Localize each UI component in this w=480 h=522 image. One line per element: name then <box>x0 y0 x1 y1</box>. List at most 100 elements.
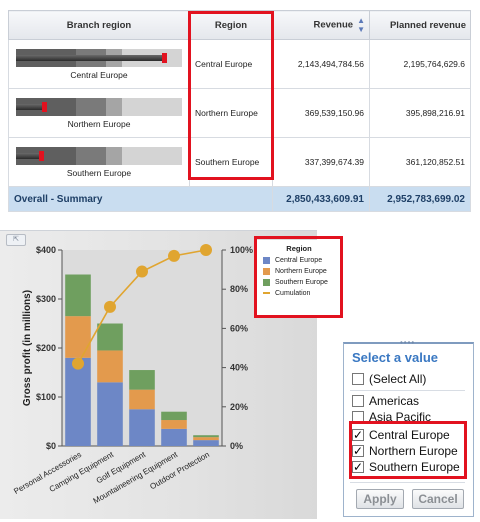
apply-button[interactable]: Apply <box>356 489 404 509</box>
filter-option-label: Asia Pacific <box>369 410 432 424</box>
y2-tick-label: 60% <box>230 323 248 333</box>
y-tick-label: $0 <box>46 441 56 451</box>
bullet-target-marker <box>161 52 167 63</box>
checkbox[interactable] <box>352 395 364 407</box>
filter-option-select-all[interactable]: (Select All) <box>352 371 426 387</box>
legend-item[interactable]: Central Europe <box>263 256 341 264</box>
bullet-label: Central Europe <box>70 69 128 80</box>
cumulation-point <box>200 244 212 256</box>
bar-segment <box>193 440 219 446</box>
bar-segment <box>97 350 123 383</box>
planned-cell: 395,898,216.91 <box>369 88 471 138</box>
bullet-band <box>122 97 182 116</box>
table-row: Northern Europe Northern Europe 369,539,… <box>8 88 471 138</box>
planned-cell: 361,120,852.51 <box>369 137 471 187</box>
filter-option-americas[interactable]: Americas <box>352 393 419 409</box>
legend-item[interactable]: Southern Europe <box>263 278 341 286</box>
bar-segment <box>129 370 155 390</box>
cumulation-point <box>104 300 116 313</box>
legend-item[interactable]: Cumulation <box>263 289 341 297</box>
bar-segment <box>65 316 91 358</box>
summary-planned: 2,952,783,699.02 <box>369 186 471 212</box>
filter-option-asia-pacific[interactable]: Asia Pacific <box>352 409 431 425</box>
legend-item[interactable]: Northern Europe <box>263 267 341 275</box>
legend-swatch <box>263 267 270 275</box>
y2-tick-label: 40% <box>230 363 248 373</box>
summary-label: Overall - Summary <box>8 186 273 212</box>
filter-option-northern-europe[interactable]: ✓ Northern Europe <box>352 443 458 459</box>
revenue-cell: 369,539,150.96 <box>272 88 370 138</box>
checkbox[interactable] <box>352 373 364 385</box>
value-filter-panel: •••• Select a value (Select All) America… <box>343 338 474 517</box>
cumulation-point <box>168 249 180 262</box>
bar-segment <box>161 420 187 429</box>
bar-segment <box>97 323 123 351</box>
y2-tick-label: 100% <box>230 245 253 255</box>
checkbox-checked[interactable]: ✓ <box>352 444 364 458</box>
summary-row: Overall - Summary 2,850,433,609.91 2,952… <box>8 186 471 212</box>
legend-line-swatch <box>263 292 270 294</box>
checkbox-checked[interactable]: ✓ <box>352 460 364 474</box>
bullet-band <box>75 97 106 116</box>
filter-option-label: Americas <box>369 394 420 408</box>
filter-option-southern-europe[interactable]: ✓ Southern Europe <box>352 459 460 475</box>
bar-segment <box>193 435 219 438</box>
checkbox[interactable] <box>352 411 364 423</box>
legend-swatch <box>263 256 270 264</box>
header-planned-revenue[interactable]: Planned revenue <box>369 10 471 40</box>
branch-cell: Northern Europe <box>8 88 190 138</box>
header-branch-region[interactable]: Branch region <box>8 10 190 40</box>
legend-label: Southern Europe <box>275 278 328 286</box>
summary-revenue: 2,850,433,609.91 <box>272 186 370 212</box>
cancel-button[interactable]: Cancel <box>412 489 464 509</box>
gross-profit-chart: $0 $100 $200 $300 $400 0% 20% 40% 60% 80% 100% Gros… <box>12 244 253 506</box>
legend-label: Northern Europe <box>275 267 327 275</box>
revenue-table: Branch region Region Revenue ▲ ▼ Planned r… <box>8 10 471 212</box>
filter-option-central-europe[interactable]: ✓ Central Europe <box>352 427 450 443</box>
filter-title: Select a value <box>352 350 438 365</box>
legend-label: Cumulation <box>275 289 311 297</box>
bullet-band <box>16 146 76 165</box>
bullet-target-marker <box>42 101 48 112</box>
divider <box>350 482 465 483</box>
bullet-band <box>105 146 123 165</box>
bullet-bar <box>16 152 41 159</box>
cumulation-point <box>72 357 84 370</box>
branch-cell: Southern Europe <box>8 137 190 187</box>
header-revenue-label: Revenue <box>313 19 354 31</box>
sort-ascending-icon[interactable]: ▲ ▼ <box>357 16 365 34</box>
region-cell[interactable]: Central Europe <box>189 39 273 89</box>
checkbox-checked[interactable]: ✓ <box>352 428 364 442</box>
y2-tick-label: 80% <box>230 284 248 294</box>
legend-swatch <box>263 278 270 286</box>
planned-cell: 2,195,764,629.6 <box>369 39 471 89</box>
bullet-bar <box>16 103 45 110</box>
header-region[interactable]: Region <box>189 10 273 40</box>
y2-tick-label: 0% <box>230 441 243 451</box>
header-revenue[interactable]: Revenue ▲ ▼ <box>272 10 370 40</box>
bar-segment <box>161 411 187 421</box>
legend-label: Central Europe <box>275 256 323 264</box>
region-cell[interactable]: Northern Europe <box>189 88 273 138</box>
y-tick-label: $100 <box>36 392 56 402</box>
y2-tick-label: 20% <box>230 402 248 412</box>
bullet-label: Southern Europe <box>66 167 132 178</box>
filter-option-label: Central Europe <box>369 428 450 442</box>
bullet-chart <box>16 146 182 165</box>
revenue-table-panel: ⇱ Branch region Region Revenue▲▼ Planned… <box>0 0 480 222</box>
panel-menu-icon[interactable]: ⇱ <box>6 234 26 246</box>
legend-title: Region <box>286 244 312 253</box>
x-tick-label: Outdoor Protection <box>148 450 211 491</box>
chart-legend: Region Central Europe Northern Europe So… <box>257 240 341 316</box>
y-axis-label: Gross profit (in millions) <box>22 290 33 406</box>
y-tick-label: $200 <box>36 343 56 353</box>
region-cell[interactable]: Southern Europe <box>189 137 273 187</box>
table-row: Central Europe Central Europe 2,143,494,… <box>8 39 471 89</box>
y-tick-label: $400 <box>36 245 56 255</box>
bullet-band <box>105 97 123 116</box>
y-tick-label: $300 <box>36 294 56 304</box>
branch-cell: Central Europe <box>8 39 190 89</box>
resize-grip-icon[interactable]: •••• <box>400 338 416 347</box>
bullet-chart <box>16 48 182 67</box>
cumulation-point <box>136 265 148 278</box>
